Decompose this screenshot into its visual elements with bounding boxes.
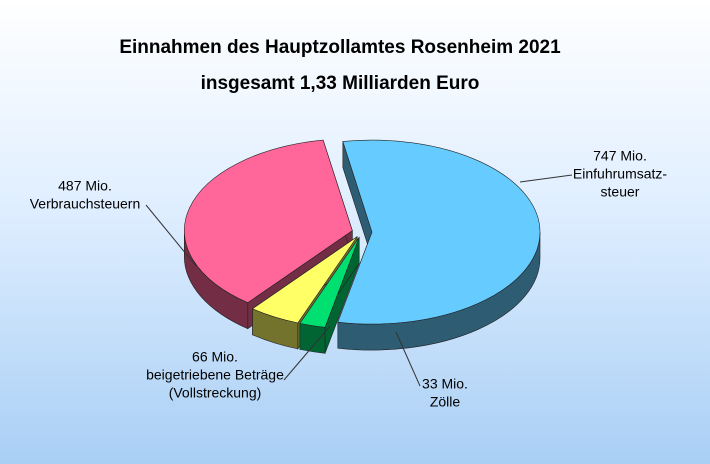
slice [184, 139, 353, 304]
slice [337, 139, 541, 325]
value-label: 487 Mio. [58, 178, 112, 194]
leader-line [145, 204, 197, 267]
value-label: 66 Mio. [192, 349, 238, 365]
slice [299, 237, 360, 328]
chart-subtitle: insgesamt 1,33 Milliarden Euro [201, 73, 480, 94]
category-label: (Vollstreckung) [169, 385, 262, 401]
category-label: Zölle [430, 394, 461, 410]
slice [251, 236, 358, 324]
category-label: beigetriebene Beträge [146, 367, 284, 383]
category-label: Einfuhrumsatz- [573, 166, 667, 182]
category-label: Verbrauchsteuern [30, 196, 141, 212]
leader-line [395, 331, 421, 387]
leader-line [519, 174, 573, 183]
chart-title: Einnahmen des Hauptzollamtes Rosenheim 2… [119, 37, 561, 58]
category-label: steuer [601, 184, 640, 200]
slice [299, 236, 360, 354]
value-label: 747 Mio. [593, 148, 647, 164]
slice [337, 139, 541, 351]
leader-line [283, 325, 331, 381]
value-label: 33 Mio. [422, 376, 468, 392]
slice-side [299, 323, 326, 354]
